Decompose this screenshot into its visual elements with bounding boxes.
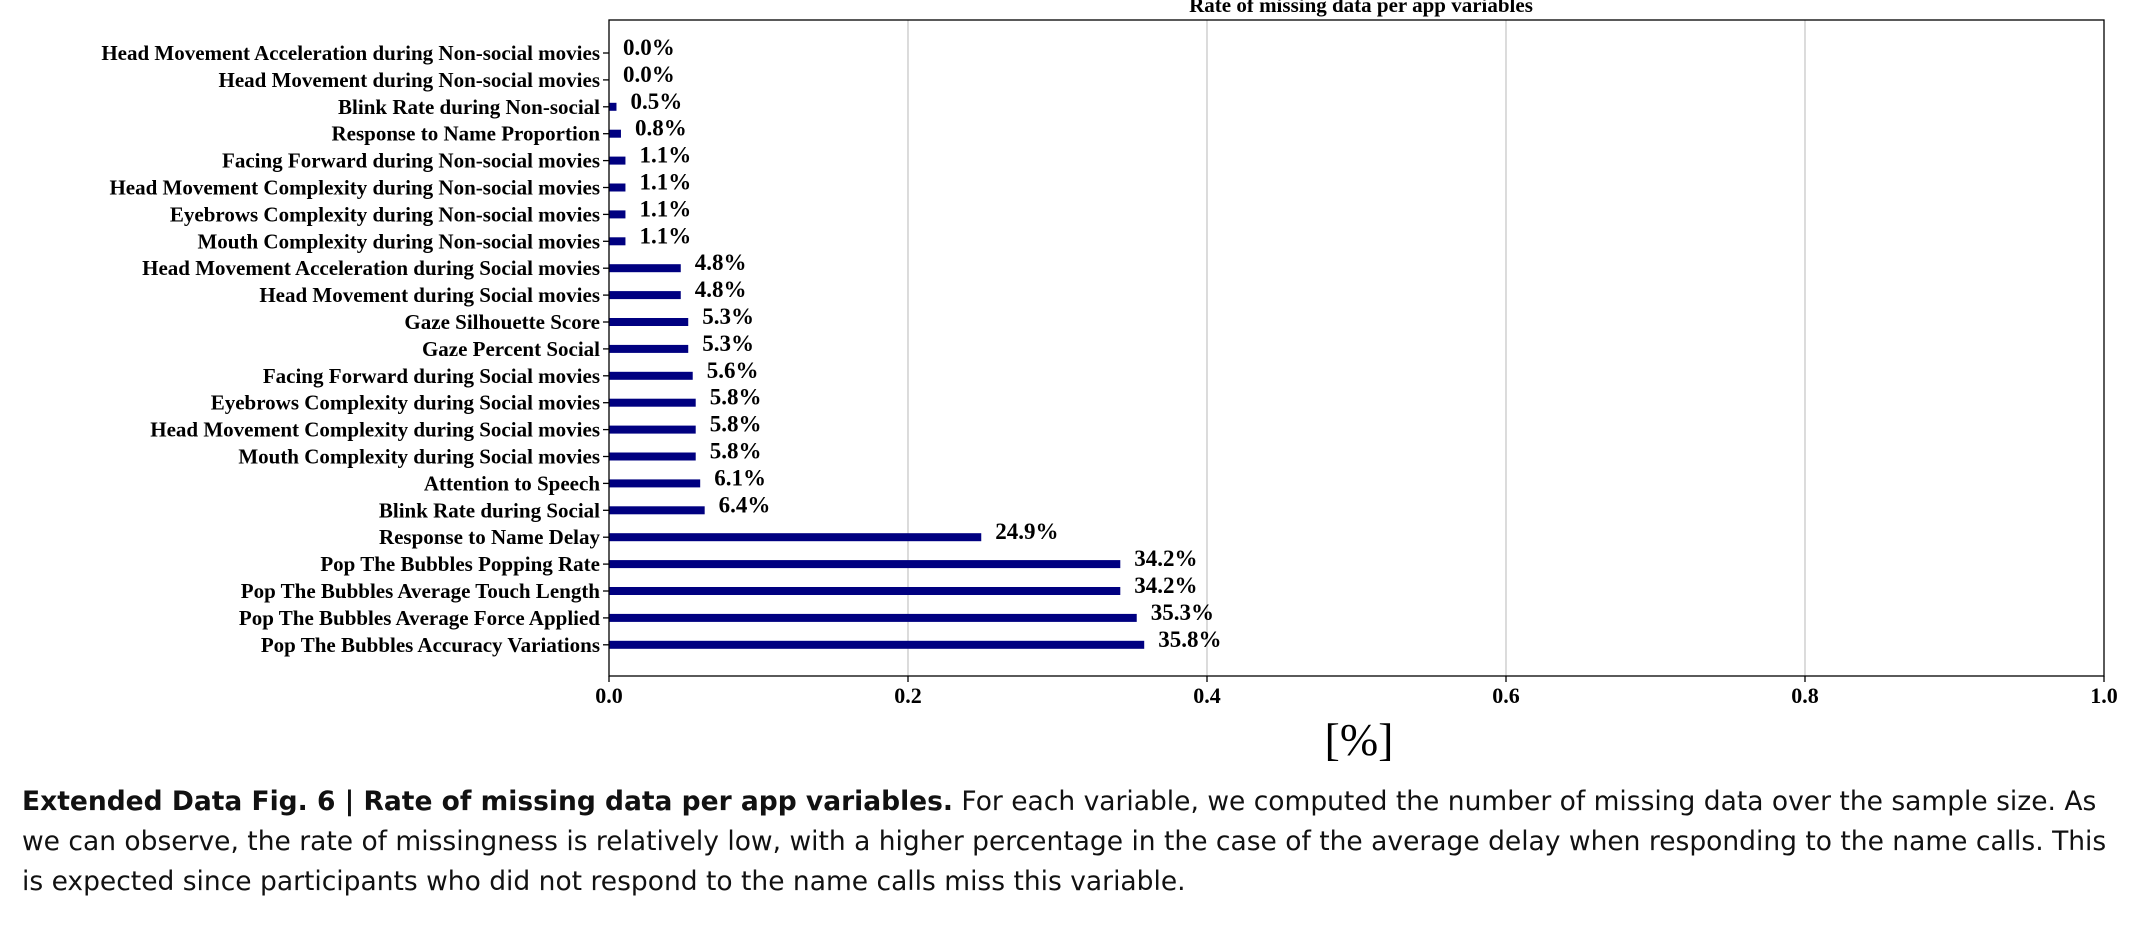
category-label: Head Movement Acceleration during Social… — [142, 256, 600, 280]
category-label: Head Movement during Social movies — [259, 283, 600, 307]
data-label: 1.1% — [639, 170, 691, 195]
category-label: Attention to Speech — [424, 471, 600, 495]
category-label: Gaze Percent Social — [422, 337, 600, 361]
category-label: Gaze Silhouette Score — [404, 310, 600, 334]
category-label: Pop The Bubbles Average Touch Length — [241, 579, 601, 603]
bar — [609, 371, 693, 380]
category-label: Head Movement Acceleration during Non-so… — [101, 41, 600, 65]
category-label: Blink Rate during Social — [379, 498, 600, 522]
category-label: Pop The Bubbles Average Force Applied — [239, 606, 600, 630]
bar — [609, 506, 705, 515]
bar — [609, 613, 1137, 622]
data-label: 5.6% — [707, 358, 759, 383]
data-label: 5.8% — [710, 439, 762, 464]
figure-caption: Extended Data Fig. 6 | Rate of missing d… — [22, 782, 2122, 902]
x-axis-ticks: 0.0 0.2 0.4 0.6 0.8 1.0 — [595, 676, 2118, 708]
bar — [609, 129, 621, 138]
category-label: Head Movement Complexity during Social m… — [150, 418, 600, 442]
bar-chart: Rate of missing data per app variables H… — [101, 0, 2118, 765]
data-label: 6.1% — [714, 465, 766, 490]
x-axis-label: [%] — [1325, 714, 1394, 765]
category-label: Pop The Bubbles Accuracy Variations — [261, 633, 600, 657]
bar — [609, 398, 696, 407]
data-label: 5.3% — [702, 304, 754, 329]
category-label: Eyebrows Complexity during Non-social mo… — [170, 202, 600, 226]
bar — [609, 425, 696, 434]
plot-frame — [608, 19, 2105, 677]
x-tick-label: 0.4 — [1193, 683, 1221, 708]
data-label: 34.2% — [1134, 573, 1197, 598]
data-label: 24.9% — [995, 519, 1058, 544]
category-label: Mouth Complexity during Social movies — [238, 445, 600, 469]
data-label: 34.2% — [1134, 546, 1197, 571]
chart-title: Rate of missing data per app variables — [1189, 0, 1533, 17]
bar — [609, 237, 626, 246]
bar — [609, 479, 701, 488]
category-label: Head Movement Complexity during Non-soci… — [109, 176, 600, 200]
data-label: 0.5% — [630, 89, 682, 114]
category-label: Head Movement during Non-social movies — [219, 68, 600, 92]
data-label: 1.1% — [639, 143, 691, 168]
caption-body: For each variable, we computed the numbe… — [22, 786, 2107, 897]
bar — [609, 560, 1121, 569]
data-label: 5.8% — [710, 385, 762, 410]
category-label: Blink Rate during Non-social — [338, 95, 600, 119]
category-label: Facing Forward during Non-social movies — [222, 149, 600, 173]
bar — [609, 210, 626, 219]
data-label: 4.8% — [695, 277, 747, 302]
caption-lead: Extended Data Fig. 6 | Rate of missing d… — [22, 786, 953, 817]
data-label: 0.8% — [635, 116, 687, 141]
data-label: 35.8% — [1158, 627, 1221, 652]
data-label: 0.0% — [623, 35, 675, 60]
bar — [609, 452, 696, 461]
bar — [609, 291, 681, 300]
data-label: 4.8% — [695, 250, 747, 275]
bars — [609, 102, 1145, 649]
bar — [609, 640, 1145, 649]
y-axis-labels: Head Movement Acceleration during Non-so… — [101, 41, 609, 657]
grid-lines — [907, 20, 1806, 676]
bar — [609, 183, 626, 192]
category-label: Pop The Bubbles Popping Rate — [320, 552, 600, 576]
data-label: 5.3% — [702, 331, 754, 356]
x-tick-label: 0.8 — [1791, 683, 1819, 708]
category-label: Eyebrows Complexity during Social movies — [211, 391, 600, 415]
data-label: 35.3% — [1151, 600, 1214, 625]
data-label: 6.4% — [719, 492, 771, 517]
category-label: Facing Forward during Social movies — [263, 364, 600, 388]
bar — [609, 533, 982, 542]
data-label: 0.0% — [623, 62, 675, 87]
bar — [609, 344, 689, 353]
data-label: 1.1% — [639, 223, 691, 248]
x-tick-label: 1.0 — [2090, 683, 2118, 708]
x-tick-label: 0.0 — [595, 683, 623, 708]
x-tick-label: 0.2 — [894, 683, 922, 708]
x-tick-label: 0.6 — [1492, 683, 1520, 708]
data-label: 5.8% — [710, 412, 762, 437]
bar — [609, 587, 1121, 595]
bar — [609, 318, 689, 326]
bar — [609, 156, 626, 165]
category-label: Mouth Complexity during Non-social movie… — [197, 229, 600, 253]
data-label: 1.1% — [639, 196, 691, 221]
data-labels: 0.0%0.0%0.5%0.8%1.1%1.1%1.1%1.1%4.8%4.8%… — [623, 35, 1221, 652]
category-label: Response to Name Proportion — [331, 122, 600, 146]
bar — [609, 264, 681, 273]
category-label: Response to Name Delay — [379, 525, 601, 549]
bar — [609, 102, 617, 111]
